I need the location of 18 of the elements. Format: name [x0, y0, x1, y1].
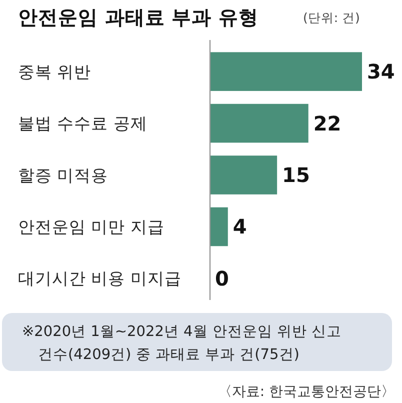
- text: ※2020년 1월~2022년 4월 안전운임 위반 신고 건수(4209건) 중 과태료 부과 건(75건): [22, 324, 342, 363]
- chart-title: 안전운임 과태료 부과 유형: [18, 6, 258, 29]
- y-tick-label: 안전운임 미만 지급: [18, 217, 164, 236]
- bar: [210, 207, 228, 246]
- data-label: 34: [367, 60, 395, 84]
- data-label: 22: [313, 111, 342, 136]
- y-tick-label: 대기시간 비용 미지급: [18, 269, 182, 288]
- bar: [210, 104, 308, 143]
- y-tick-label: 할증 미적용: [18, 166, 108, 185]
- y-tick-label: 불법 수수료 공제: [18, 114, 148, 134]
- data-label: 4: [232, 214, 247, 239]
- text: 〈자료: 한국교통안전공단〉: [218, 384, 395, 400]
- data-label: 0: [215, 266, 229, 290]
- bar: [210, 52, 362, 91]
- data-label: 15: [282, 163, 310, 187]
- bar: [210, 156, 278, 194]
- chart-subtitle: (단위: 건): [303, 10, 360, 25]
- y-tick-label: 중복 위반: [18, 62, 92, 82]
